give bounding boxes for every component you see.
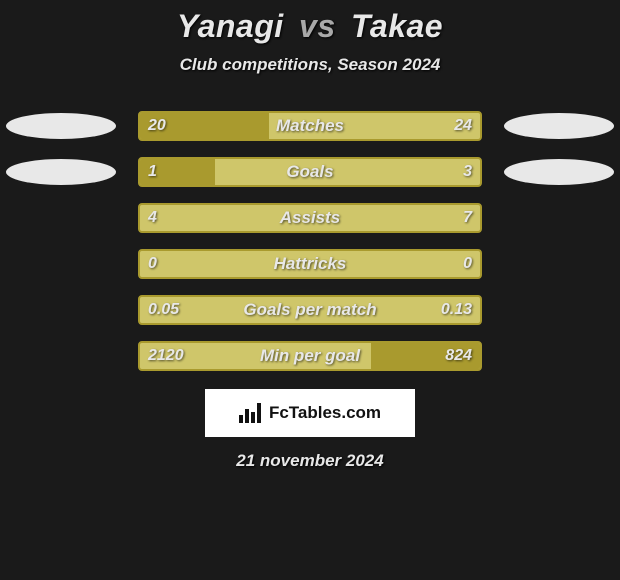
team-badge-right bbox=[504, 159, 614, 185]
stat-metric-label: Hattricks bbox=[274, 254, 347, 274]
brand-box[interactable]: FcTables.com bbox=[205, 389, 415, 437]
team-badge-left bbox=[6, 159, 116, 185]
stat-value-left: 1 bbox=[148, 163, 157, 181]
stat-rows: 20 24 Matches 1 3 Goals 4 7 Assists 0 0 Hattricks 0.… bbox=[0, 103, 620, 379]
stat-value-right: 24 bbox=[454, 117, 472, 135]
stat-bar: 1 3 Goals bbox=[138, 157, 482, 187]
subtitle: Club competitions, Season 2024 bbox=[0, 55, 620, 75]
stat-value-right: 7 bbox=[463, 209, 472, 227]
stat-bar: 0.05 0.13 Goals per match bbox=[138, 295, 482, 325]
stat-row: 20 24 Matches bbox=[0, 103, 620, 149]
stat-row: 0 0 Hattricks bbox=[0, 241, 620, 287]
stat-bar: 2120 824 Min per goal bbox=[138, 341, 482, 371]
stat-bar: 20 24 Matches bbox=[138, 111, 482, 141]
brand-text: FcTables.com bbox=[269, 403, 381, 423]
stat-value-right: 0 bbox=[463, 255, 472, 273]
player2-name: Takae bbox=[351, 8, 443, 44]
team-badge-right bbox=[504, 113, 614, 139]
stat-row: 1 3 Goals bbox=[0, 149, 620, 195]
stat-row: 2120 824 Min per goal bbox=[0, 333, 620, 379]
stat-value-left: 0.05 bbox=[148, 301, 179, 319]
stat-metric-label: Assists bbox=[280, 208, 340, 228]
stat-metric-label: Goals per match bbox=[243, 300, 376, 320]
stat-metric-label: Matches bbox=[276, 116, 344, 136]
stat-bar: 0 0 Hattricks bbox=[138, 249, 482, 279]
vs-label: vs bbox=[299, 8, 336, 44]
stat-value-left: 0 bbox=[148, 255, 157, 273]
stat-metric-label: Goals bbox=[286, 162, 333, 182]
stat-row: 0.05 0.13 Goals per match bbox=[0, 287, 620, 333]
comparison-card: Yanagi vs Takae Club competitions, Seaso… bbox=[0, 0, 620, 471]
stat-value-left: 4 bbox=[148, 209, 157, 227]
stat-value-right: 824 bbox=[445, 347, 472, 365]
bar-chart-icon bbox=[239, 403, 263, 423]
stat-value-left: 2120 bbox=[148, 347, 184, 365]
player1-name: Yanagi bbox=[177, 8, 284, 44]
date-line: 21 november 2024 bbox=[0, 451, 620, 471]
stat-value-left: 20 bbox=[148, 117, 166, 135]
stat-value-right: 0.13 bbox=[441, 301, 472, 319]
stat-bar: 4 7 Assists bbox=[138, 203, 482, 233]
title: Yanagi vs Takae bbox=[0, 8, 620, 45]
stat-row: 4 7 Assists bbox=[0, 195, 620, 241]
team-badge-left bbox=[6, 113, 116, 139]
stat-metric-label: Min per goal bbox=[260, 346, 360, 366]
stat-value-right: 3 bbox=[463, 163, 472, 181]
